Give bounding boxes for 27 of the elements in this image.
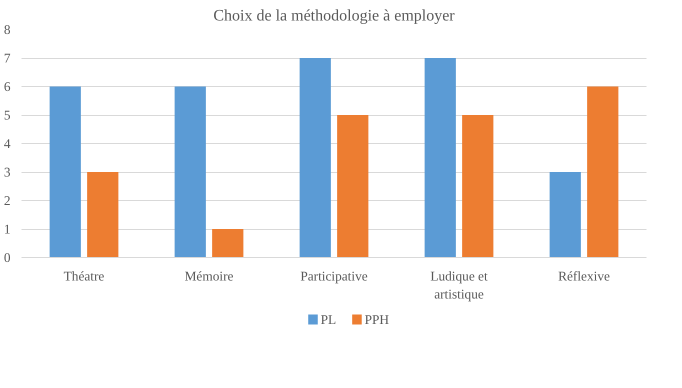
bar xyxy=(424,58,456,258)
legend-label: PL xyxy=(320,312,336,327)
bar xyxy=(87,172,118,258)
y-tick-label: 3 xyxy=(4,164,11,180)
bar xyxy=(337,115,368,258)
bar xyxy=(587,86,618,258)
bar xyxy=(300,58,331,258)
x-tick-label: Participative xyxy=(300,268,368,284)
y-tick-label: 2 xyxy=(4,193,11,208)
chart-title: Choix de la méthodologie à employer xyxy=(213,8,456,24)
bar xyxy=(550,172,581,258)
y-tick-label: 6 xyxy=(4,79,11,94)
x-tick-label: Mémoire xyxy=(184,268,234,284)
bar xyxy=(50,86,81,258)
y-tick-label: 8 xyxy=(4,22,11,37)
y-tick-label: 1 xyxy=(4,222,11,236)
x-tick-label: Ludique et artistique xyxy=(430,268,488,302)
bar xyxy=(212,229,244,258)
y-tick-label: 0 xyxy=(4,250,11,265)
bar xyxy=(462,115,494,258)
y-tick-label: 7 xyxy=(4,50,11,66)
x-tick-label: Théatre xyxy=(64,268,104,284)
legend-label: PPH xyxy=(364,312,390,327)
y-tick-label: 5 xyxy=(4,108,11,122)
x-tick-label: Réflexive xyxy=(558,268,610,284)
y-tick-label: 4 xyxy=(4,136,11,151)
bar xyxy=(174,86,206,258)
